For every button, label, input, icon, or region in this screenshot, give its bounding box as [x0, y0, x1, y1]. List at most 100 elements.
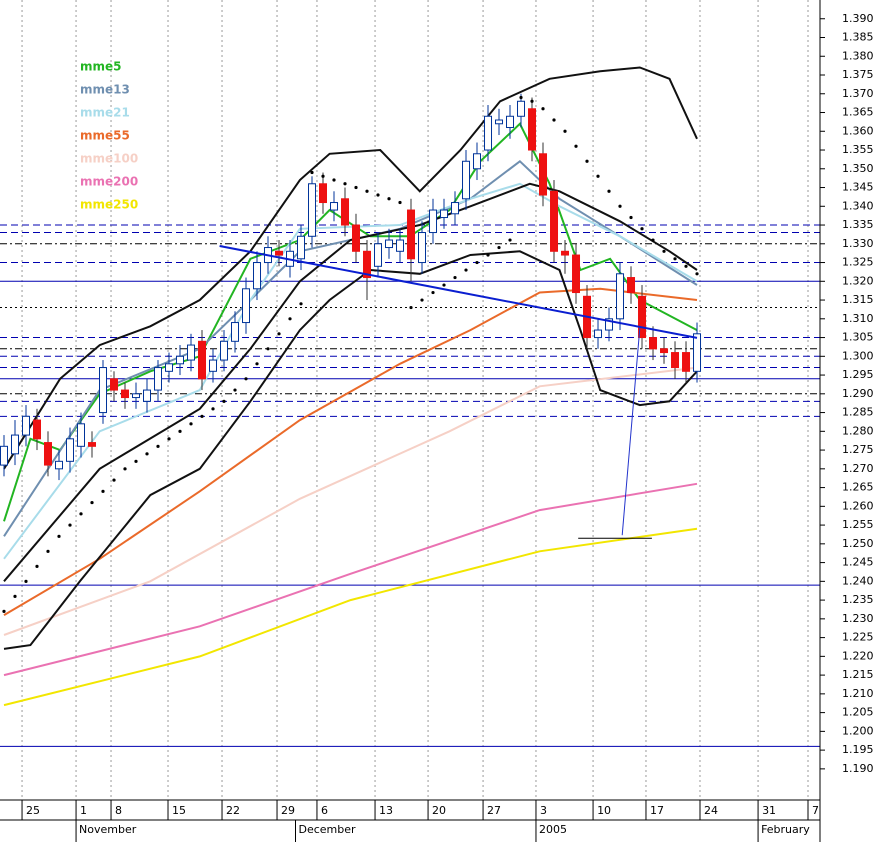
candle-body	[44, 442, 53, 466]
sar-dot	[684, 264, 688, 268]
sar-dot	[519, 95, 523, 100]
x-tick-label: 20	[432, 804, 446, 817]
candle-body	[605, 318, 614, 331]
sar-dot	[464, 268, 468, 272]
trend-line	[219, 245, 698, 339]
sar-dot	[68, 523, 72, 527]
y-tick-label: 1.245	[842, 556, 874, 569]
candle-body	[165, 363, 174, 372]
x-tick-label: 13	[379, 804, 393, 817]
y-tick-label: 1.315	[842, 293, 874, 306]
candle-body	[462, 160, 471, 200]
candle-body	[451, 202, 460, 215]
sar-dot	[508, 238, 512, 242]
sar-dot	[189, 422, 193, 426]
sar-dot	[46, 549, 50, 553]
y-tick-label: 1.195	[842, 743, 874, 756]
candle-body	[616, 273, 625, 320]
candle-body	[231, 322, 240, 342]
indicator-line	[3, 250, 698, 650]
sar-dot	[530, 99, 534, 103]
sar-dot	[607, 189, 611, 193]
sar-dot	[167, 437, 171, 441]
y-tick-label: 1.250	[842, 537, 874, 550]
y-tick-label: 1.345	[842, 181, 874, 194]
candle-body	[484, 115, 493, 151]
legend-entry: mme200	[80, 175, 138, 189]
y-tick-label: 1.305	[842, 331, 874, 344]
candle-body	[473, 153, 482, 170]
sar-dot	[112, 478, 116, 482]
y-tick-label: 1.200	[842, 724, 874, 737]
candle-body	[495, 119, 504, 125]
sar-dot	[541, 107, 545, 111]
candle-body	[220, 340, 229, 361]
sar-dot	[266, 347, 270, 351]
legend-entry: mme250	[80, 198, 138, 212]
y-tick-label: 1.355	[842, 143, 874, 156]
legend-entry: mme100	[80, 152, 138, 166]
sar-dot	[387, 197, 391, 201]
y-tick-label: 1.385	[842, 31, 874, 44]
y-tick-label: 1.375	[842, 68, 874, 81]
y-tick-label: 1.290	[842, 387, 874, 400]
candle-body	[22, 415, 31, 436]
sar-dot	[57, 534, 61, 538]
y-tick-label: 1.270	[842, 462, 874, 475]
candle-body	[187, 344, 196, 361]
sar-dot	[156, 444, 160, 448]
y-tick-label: 1.295	[842, 368, 874, 381]
sar-dot	[2, 609, 6, 613]
x-tick-label: 1	[80, 804, 87, 817]
candle-body	[10, 434, 19, 455]
candle-body	[110, 378, 119, 391]
candle-body	[385, 239, 394, 249]
candle-body	[528, 108, 537, 151]
sar-dot	[409, 305, 413, 310]
candle-body	[429, 209, 438, 234]
sar-dot	[618, 204, 622, 208]
sar-dot	[651, 238, 655, 242]
y-tick-label: 1.325	[842, 256, 874, 269]
candle-body	[209, 359, 218, 372]
sar-dot	[695, 272, 699, 276]
sar-dot	[255, 362, 259, 366]
sar-dot	[321, 174, 325, 178]
sar-dot	[288, 317, 292, 321]
x-tick-label: 22	[226, 804, 240, 817]
sar-dot	[563, 129, 567, 133]
candle-body	[55, 460, 64, 470]
candle-body	[198, 340, 207, 380]
indicator-line	[3, 287, 698, 616]
indicator-line	[3, 527, 698, 707]
candle-body	[440, 209, 449, 219]
sar-dot	[299, 302, 303, 306]
y-tick-label: 1.255	[842, 518, 874, 531]
candle-body	[396, 239, 405, 252]
y-tick-label: 1.280	[842, 424, 874, 437]
candle-body	[143, 389, 152, 402]
legend-entry: mme55	[80, 129, 130, 143]
sar-dot	[431, 290, 435, 295]
sar-dot	[35, 564, 39, 568]
y-tick-label: 1.285	[842, 406, 874, 419]
y-tick-label: 1.235	[842, 593, 874, 606]
candle-body	[539, 153, 548, 196]
trend-line	[621, 328, 641, 536]
sar-dot	[145, 452, 149, 456]
sar-dot	[662, 249, 666, 253]
candle-body	[671, 352, 680, 369]
sar-dot	[398, 200, 402, 205]
y-tick-label: 1.215	[842, 668, 874, 681]
sar-dot	[222, 399, 226, 403]
candle-body	[308, 183, 317, 237]
candle-body	[572, 254, 581, 294]
sar-dot	[343, 182, 347, 186]
legend-entry: mme13	[80, 83, 130, 97]
candle-body	[297, 235, 306, 260]
sar-dot	[596, 174, 600, 178]
y-tick-label: 1.320	[842, 274, 874, 287]
y-tick-label: 1.190	[842, 762, 874, 775]
sar-dot	[640, 227, 644, 231]
